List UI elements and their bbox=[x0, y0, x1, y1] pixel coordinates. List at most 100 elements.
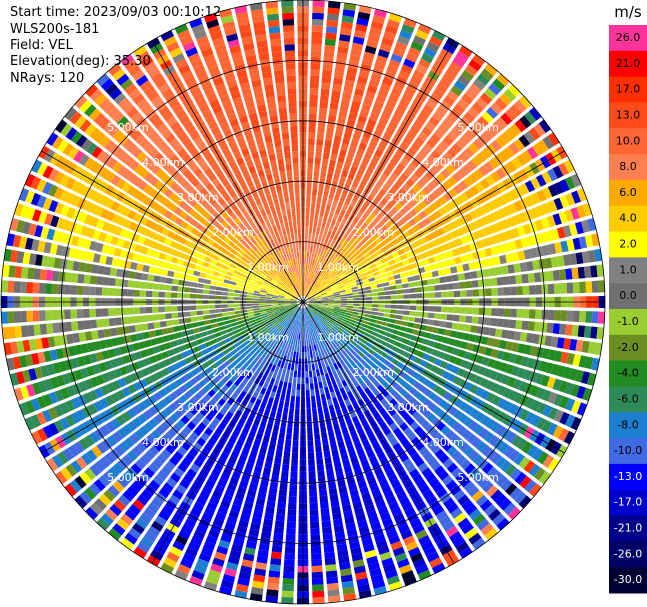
velocity-gate bbox=[277, 438, 285, 446]
velocity-gate bbox=[367, 118, 377, 128]
velocity-gate bbox=[328, 404, 335, 412]
velocity-gate bbox=[266, 500, 276, 508]
velocity-gate bbox=[321, 438, 329, 446]
velocity-gate bbox=[312, 259, 316, 266]
velocity-gate bbox=[326, 267, 332, 274]
velocity-gate bbox=[330, 500, 340, 508]
velocity-gate bbox=[318, 381, 323, 389]
velocity-gate bbox=[378, 188, 387, 197]
velocity-gate bbox=[387, 323, 395, 329]
velocity-gate bbox=[154, 329, 163, 337]
velocity-gate bbox=[583, 325, 592, 338]
velocity-gate bbox=[327, 166, 335, 174]
velocity-gate bbox=[377, 287, 384, 292]
velocity-gate bbox=[515, 274, 523, 284]
velocity-gate bbox=[384, 266, 392, 273]
velocity-gate bbox=[497, 308, 505, 317]
velocity-gate bbox=[191, 276, 199, 282]
velocity-gate bbox=[416, 305, 423, 311]
velocity-gate bbox=[428, 306, 436, 312]
velocity-gate bbox=[388, 59, 401, 69]
velocity-gate bbox=[290, 395, 295, 403]
velocity-gate bbox=[371, 288, 378, 293]
velocity-gate bbox=[431, 30, 446, 42]
velocity-gate bbox=[320, 171, 327, 179]
velocity-gate bbox=[331, 506, 341, 514]
velocity-gate bbox=[577, 325, 586, 338]
velocity-gate bbox=[377, 291, 385, 296]
velocity-gate bbox=[325, 570, 338, 578]
velocity-gate bbox=[340, 98, 351, 106]
velocity-gate bbox=[308, 285, 312, 291]
velocity-gate bbox=[387, 187, 397, 197]
velocity-gate bbox=[565, 268, 573, 280]
velocity-gate bbox=[272, 469, 280, 477]
velocity-gate bbox=[82, 308, 90, 318]
velocity-gate bbox=[324, 373, 330, 381]
velocity-gate bbox=[352, 94, 363, 103]
velocity-gate bbox=[516, 308, 524, 318]
velocity-gate bbox=[349, 221, 356, 230]
velocity-gate bbox=[459, 290, 467, 297]
velocity-gate bbox=[271, 404, 278, 412]
velocity-gate bbox=[331, 90, 341, 98]
velocity-gate bbox=[83, 274, 91, 284]
velocity-gate bbox=[396, 103, 407, 114]
velocity-gate bbox=[313, 266, 318, 273]
velocity-gate bbox=[343, 131, 352, 139]
velocity-gate bbox=[313, 221, 318, 228]
velocity-gate bbox=[222, 316, 230, 321]
velocity-gate bbox=[204, 319, 212, 325]
velocity-gate bbox=[13, 311, 21, 323]
velocity-gate bbox=[346, 118, 356, 127]
velocity-gate bbox=[433, 277, 441, 284]
velocity-gate bbox=[482, 268, 490, 278]
velocity-gate bbox=[388, 280, 396, 286]
velocity-gate bbox=[338, 222, 345, 230]
velocity-gate bbox=[330, 153, 338, 162]
velocity-gate bbox=[287, 363, 292, 370]
velocity-gate bbox=[272, 385, 278, 393]
velocity-gate bbox=[329, 494, 339, 502]
velocity-gate bbox=[309, 81, 319, 89]
velocity-gate bbox=[332, 383, 339, 391]
velocity-gate bbox=[190, 316, 198, 322]
velocity-gate bbox=[315, 388, 320, 396]
velocity-gate bbox=[214, 266, 222, 273]
velocity-gate bbox=[352, 160, 360, 168]
velocity-gate bbox=[469, 83, 482, 96]
velocity-gate bbox=[345, 242, 352, 250]
velocity-gate bbox=[308, 264, 312, 272]
velocity-gate bbox=[185, 323, 193, 330]
velocity-gate bbox=[421, 126, 433, 137]
velocity-gate bbox=[202, 294, 209, 299]
velocity-gate bbox=[389, 314, 397, 319]
velocity-gate bbox=[366, 166, 375, 175]
velocity-gate bbox=[324, 251, 330, 258]
velocity-gate bbox=[360, 214, 368, 222]
velocity-gate bbox=[321, 432, 328, 440]
velocity-gate bbox=[224, 275, 232, 281]
velocity-gate bbox=[339, 245, 345, 252]
velocity-gate bbox=[534, 272, 542, 283]
velocity-gate bbox=[404, 264, 412, 271]
velocity-gate bbox=[396, 162, 406, 172]
velocity-gate bbox=[274, 456, 282, 465]
velocity-gate bbox=[371, 311, 378, 316]
velocity-gate bbox=[372, 184, 381, 193]
velocity-gate bbox=[363, 171, 372, 180]
velocity-gate bbox=[296, 351, 299, 359]
velocity-gate bbox=[290, 465, 298, 472]
velocity-gate bbox=[346, 295, 354, 299]
velocity-gate bbox=[307, 264, 310, 271]
velocity-gate bbox=[271, 302, 278, 305]
velocity-gate bbox=[328, 225, 334, 233]
velocity-gate bbox=[402, 315, 409, 321]
velocity-gate bbox=[309, 376, 314, 384]
velocity-gate bbox=[405, 327, 413, 334]
velocity-gate bbox=[281, 470, 289, 478]
velocity-gate bbox=[344, 157, 353, 166]
velocity-gate bbox=[375, 55, 388, 65]
velocity-gate bbox=[221, 291, 229, 296]
velocity-gate bbox=[356, 211, 363, 219]
